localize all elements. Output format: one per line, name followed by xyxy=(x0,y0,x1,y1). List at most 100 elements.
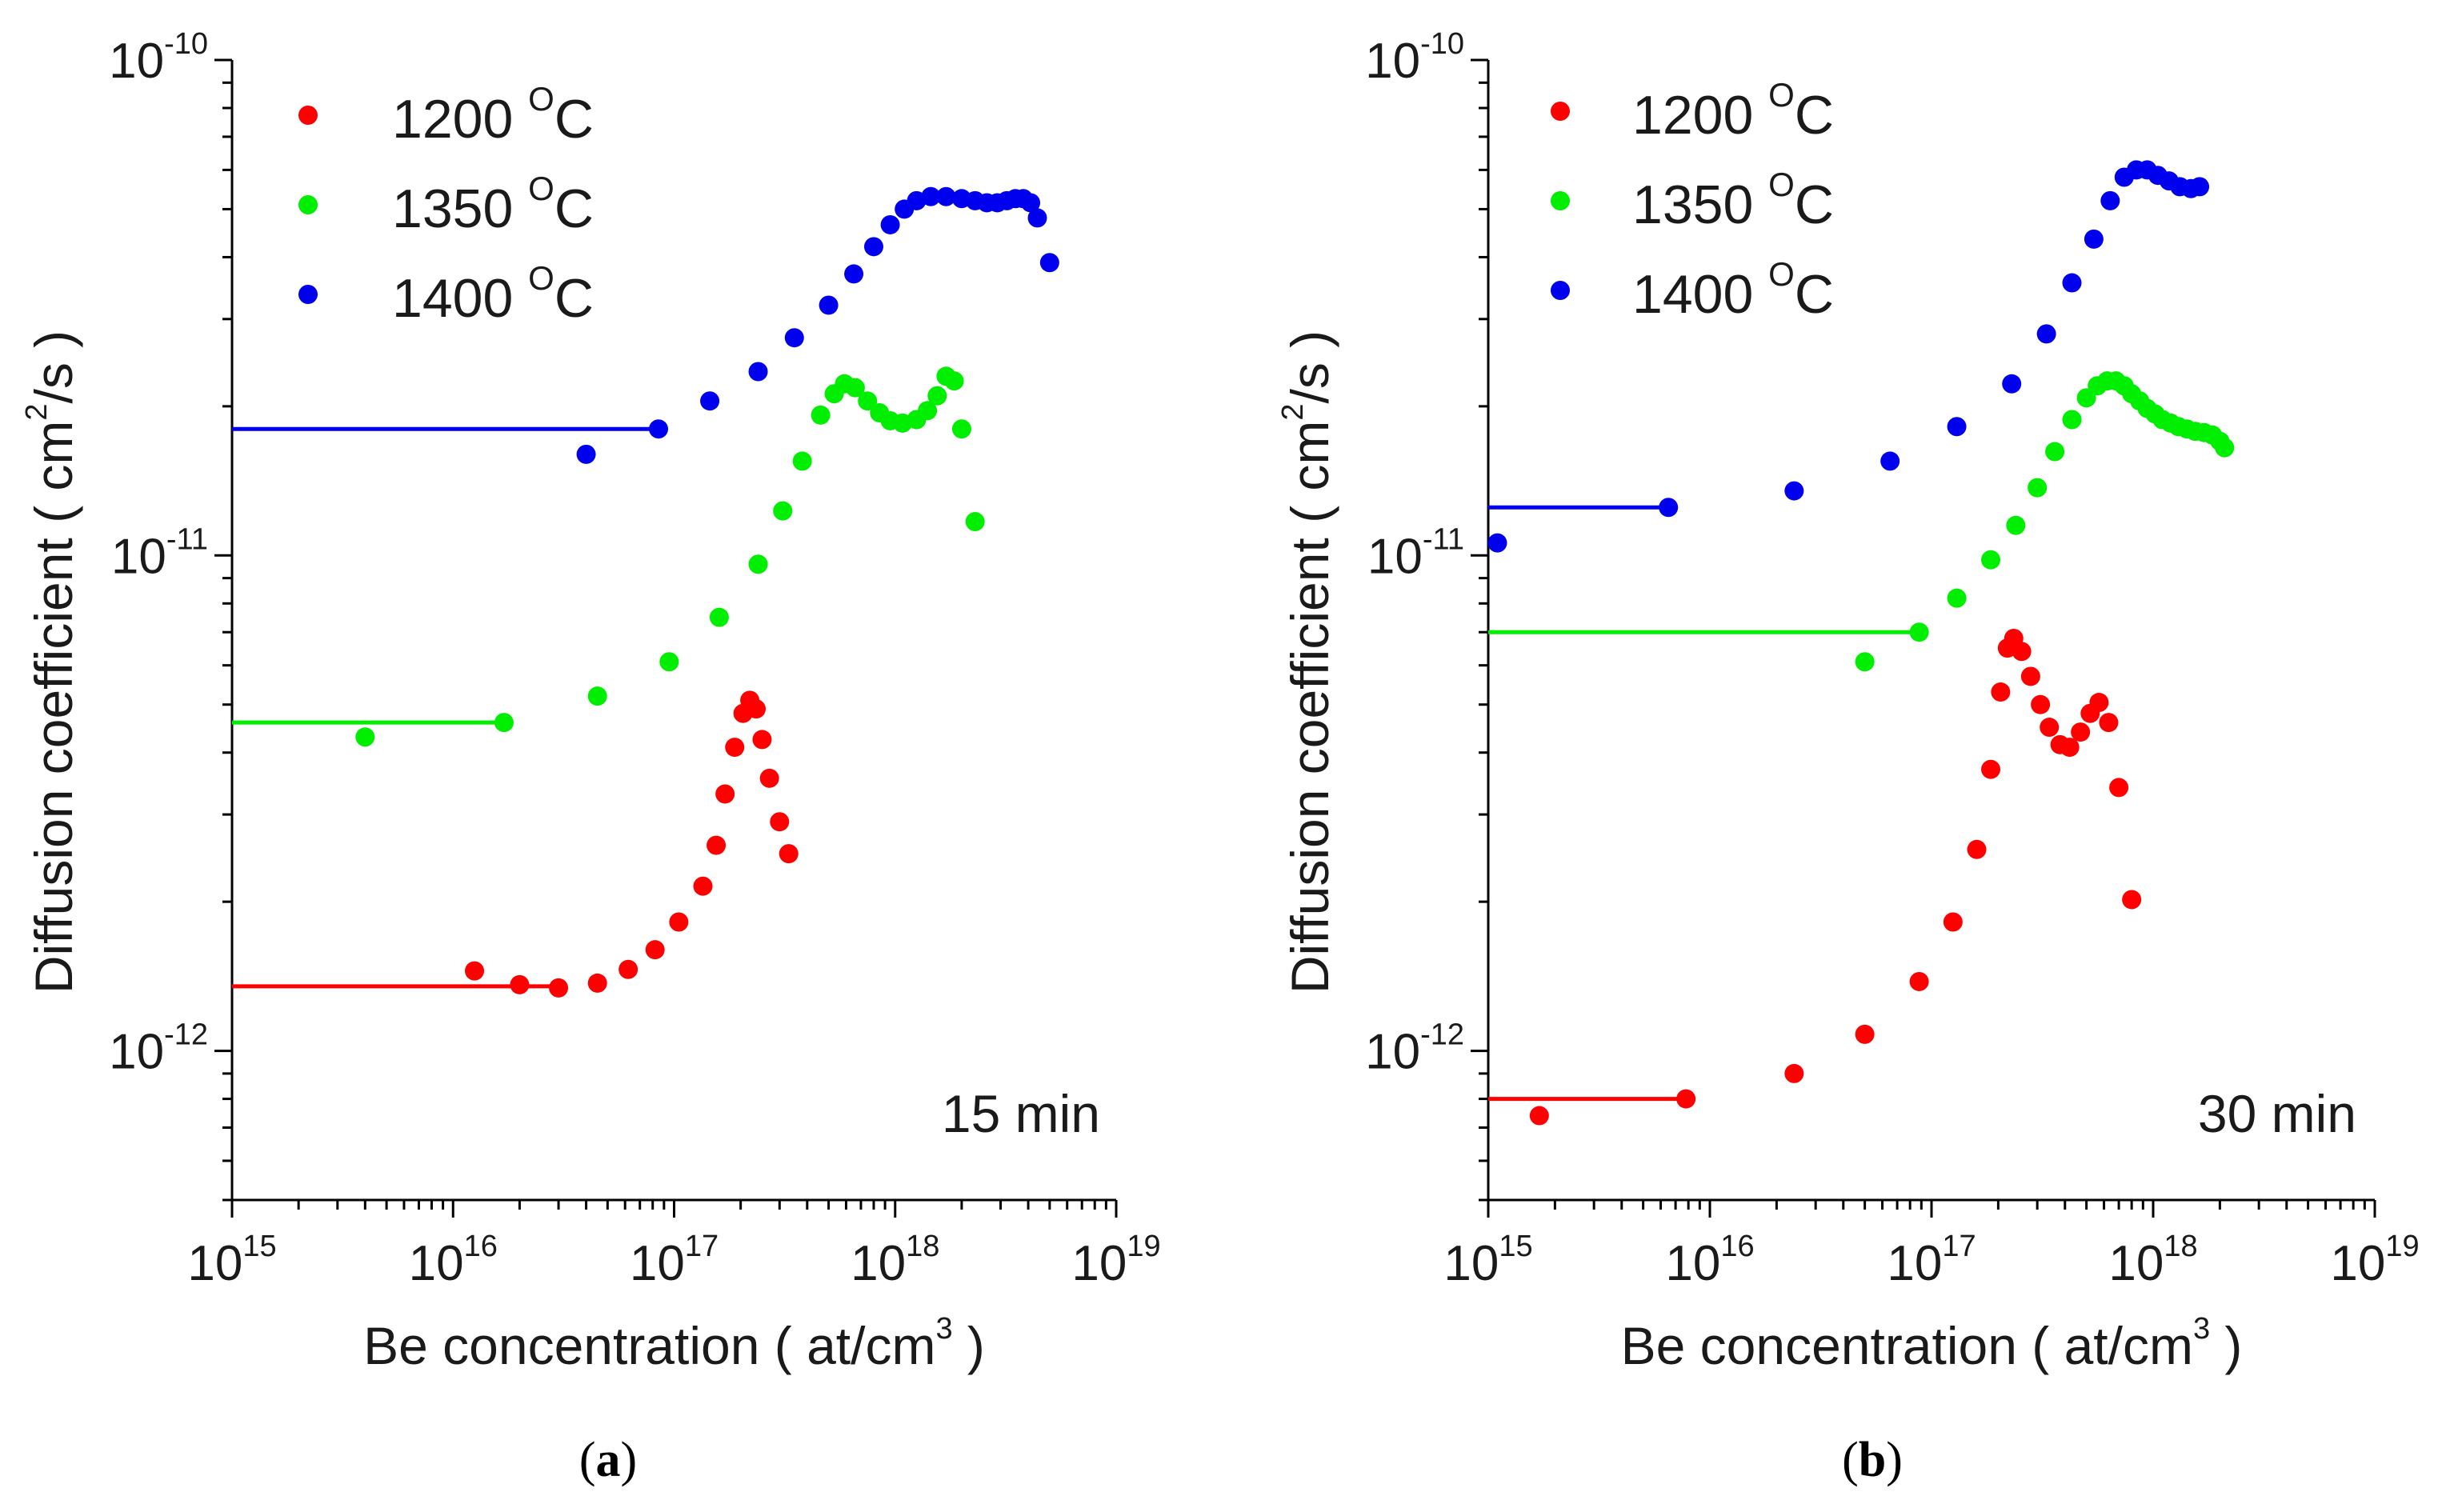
data-point xyxy=(645,940,665,960)
data-point xyxy=(1943,912,1963,932)
data-point xyxy=(1880,451,1900,471)
data-point xyxy=(725,738,745,758)
data-point xyxy=(2031,694,2051,714)
data-point xyxy=(1529,1106,1549,1126)
data-point xyxy=(2071,722,2091,742)
legend-unit: C xyxy=(554,178,594,239)
data-point xyxy=(747,699,767,719)
legend-degree-sup: O xyxy=(528,80,554,118)
y-axis-label-tail: /s ) xyxy=(1280,330,1339,404)
data-point xyxy=(2040,718,2060,738)
data-point xyxy=(1487,533,1507,553)
series-1200 xyxy=(1488,629,2142,1126)
x-tick-label: 1018 xyxy=(2108,1230,2197,1291)
data-point xyxy=(2012,642,2032,662)
y-tick-exponent: -10 xyxy=(164,27,208,61)
legend-degree-sup: O xyxy=(528,170,554,207)
x-tick-label: 1016 xyxy=(409,1230,498,1291)
x-axis-label-tail: ) xyxy=(2210,1316,2242,1375)
data-point xyxy=(944,371,964,391)
data-point xyxy=(2036,324,2056,344)
data-point xyxy=(936,186,956,206)
data-point xyxy=(2028,478,2048,498)
y-tick-base: 10 xyxy=(1365,1025,1420,1080)
x-tick-exponent: 16 xyxy=(464,1230,498,1263)
legend-marker xyxy=(298,195,318,214)
y-tick-label: 10-12 xyxy=(109,1018,208,1080)
legend-entry: 1350 OC xyxy=(1632,166,1834,235)
data-point xyxy=(2006,515,2026,535)
x-tick-exponent: 17 xyxy=(1942,1230,1976,1263)
legend-unit: C xyxy=(554,89,594,150)
data-point xyxy=(1909,971,1929,991)
data-point xyxy=(1784,1063,1804,1083)
x-tick-base: 10 xyxy=(851,1236,906,1291)
data-point xyxy=(494,713,514,733)
data-point xyxy=(465,961,485,981)
legend-temperature: 1200 xyxy=(392,89,528,150)
data-point xyxy=(819,295,839,315)
data-point xyxy=(2122,890,2142,910)
x-tick-exponent: 17 xyxy=(685,1230,719,1263)
y-tick-exponent: -12 xyxy=(1420,1018,1464,1052)
legend-degree-sup: O xyxy=(528,259,554,297)
time-annotation: 15 min xyxy=(942,1084,1100,1143)
data-point xyxy=(811,405,831,425)
data-point xyxy=(709,607,729,627)
x-tick-base: 10 xyxy=(1887,1236,1942,1291)
x-tick-base: 10 xyxy=(1665,1236,1720,1291)
data-point xyxy=(355,727,375,747)
legend-entry: 1350 OC xyxy=(392,170,594,239)
legend-degree-sup: O xyxy=(1768,255,1795,293)
legend-marker xyxy=(1551,191,1570,210)
series-1200 xyxy=(232,690,799,998)
data-point xyxy=(1981,550,2001,570)
panel-label-letter: a xyxy=(596,1433,621,1487)
legend-unit: C xyxy=(554,268,594,329)
x-tick-label: 1015 xyxy=(187,1230,276,1291)
x-tick-base: 10 xyxy=(409,1236,464,1291)
legend-unit: C xyxy=(1795,264,1834,325)
data-point xyxy=(1947,588,1967,608)
x-tick-base: 10 xyxy=(630,1236,685,1291)
legend-degree-sup: O xyxy=(1768,76,1795,114)
data-point xyxy=(792,451,812,471)
legend-marker xyxy=(1551,281,1570,300)
data-point xyxy=(700,391,720,411)
x-tick-exponent: 19 xyxy=(2385,1230,2419,1263)
x-tick-label: 1019 xyxy=(2330,1230,2419,1291)
legend-entry: 1400 OC xyxy=(1632,255,1834,325)
y-tick-label: 10-10 xyxy=(109,27,208,89)
data-point xyxy=(1947,417,1967,437)
panel-label-close: ) xyxy=(1886,1433,1903,1487)
y-axis-label: Diffusion coefficient ( cm2/s ) xyxy=(20,330,83,994)
data-point xyxy=(748,554,768,574)
data-point xyxy=(2045,442,2065,462)
y-tick-base: 10 xyxy=(111,529,166,584)
x-tick-base: 10 xyxy=(2108,1236,2164,1291)
series-1400 xyxy=(1487,160,2210,553)
y-axis-label-text: Diffusion coefficient ( cm xyxy=(1280,421,1339,994)
y-tick-label: 10-10 xyxy=(1365,27,1464,89)
x-tick-exponent: 15 xyxy=(242,1230,276,1263)
x-axis-label-tail: ) xyxy=(953,1316,985,1375)
y-tick-label: 10-11 xyxy=(111,522,208,584)
legend-temperature: 1200 xyxy=(1632,85,1768,146)
data-point xyxy=(649,419,669,439)
data-point xyxy=(1039,253,1059,273)
data-point xyxy=(784,328,804,348)
data-point xyxy=(715,784,735,804)
data-point xyxy=(2084,229,2104,249)
data-point xyxy=(1855,1024,1875,1044)
data-point xyxy=(707,835,727,855)
legend-marker xyxy=(298,285,318,304)
legend-marker xyxy=(1551,102,1570,121)
data-point xyxy=(1991,682,2011,702)
y-tick-base: 10 xyxy=(109,1025,164,1080)
x-tick-label: 1019 xyxy=(1071,1230,1160,1291)
